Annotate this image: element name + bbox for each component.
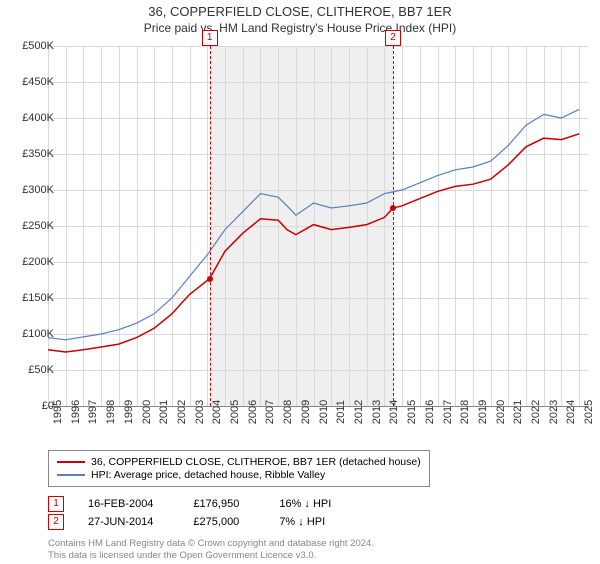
line-series-svg	[48, 46, 588, 406]
sale-row: 2 27-JUN-2014 £275,000 7% ↓ HPI	[48, 514, 371, 530]
sale-marker-icon: 1	[48, 496, 64, 512]
legend-label: 36, COPPERFIELD CLOSE, CLITHEROE, BB7 1E…	[91, 456, 421, 468]
plot-area: 12	[48, 46, 588, 406]
sale-date: 16-FEB-2004	[88, 498, 153, 510]
sale-row: 1 16-FEB-2004 £176,950 16% ↓ HPI	[48, 496, 371, 512]
footnote-line: Contains HM Land Registry data © Crown c…	[48, 538, 374, 550]
legend: 36, COPPERFIELD CLOSE, CLITHEROE, BB7 1E…	[48, 450, 430, 487]
chart-container: 36, COPPERFIELD CLOSE, CLITHEROE, BB7 1E…	[0, 4, 600, 564]
sales-table: 1 16-FEB-2004 £176,950 16% ↓ HPI 2 27-JU…	[48, 494, 371, 532]
chart-subtitle: Price paid vs. HM Land Registry's House …	[0, 21, 600, 35]
sale-delta: 7% ↓ HPI	[279, 516, 325, 528]
sale-delta: 16% ↓ HPI	[279, 498, 331, 510]
chart-title: 36, COPPERFIELD CLOSE, CLITHEROE, BB7 1E…	[0, 4, 600, 19]
legend-item: 36, COPPERFIELD CLOSE, CLITHEROE, BB7 1E…	[57, 456, 421, 468]
footnote: Contains HM Land Registry data © Crown c…	[48, 538, 374, 562]
sale-date: 27-JUN-2014	[88, 516, 153, 528]
sale-price: £275,000	[193, 516, 239, 528]
sale-price: £176,950	[193, 498, 239, 510]
legend-swatch	[57, 474, 85, 476]
legend-item: HPI: Average price, detached house, Ribb…	[57, 469, 421, 481]
legend-label: HPI: Average price, detached house, Ribb…	[91, 469, 325, 481]
sale-marker-icon: 2	[48, 514, 64, 530]
legend-swatch	[57, 461, 85, 463]
